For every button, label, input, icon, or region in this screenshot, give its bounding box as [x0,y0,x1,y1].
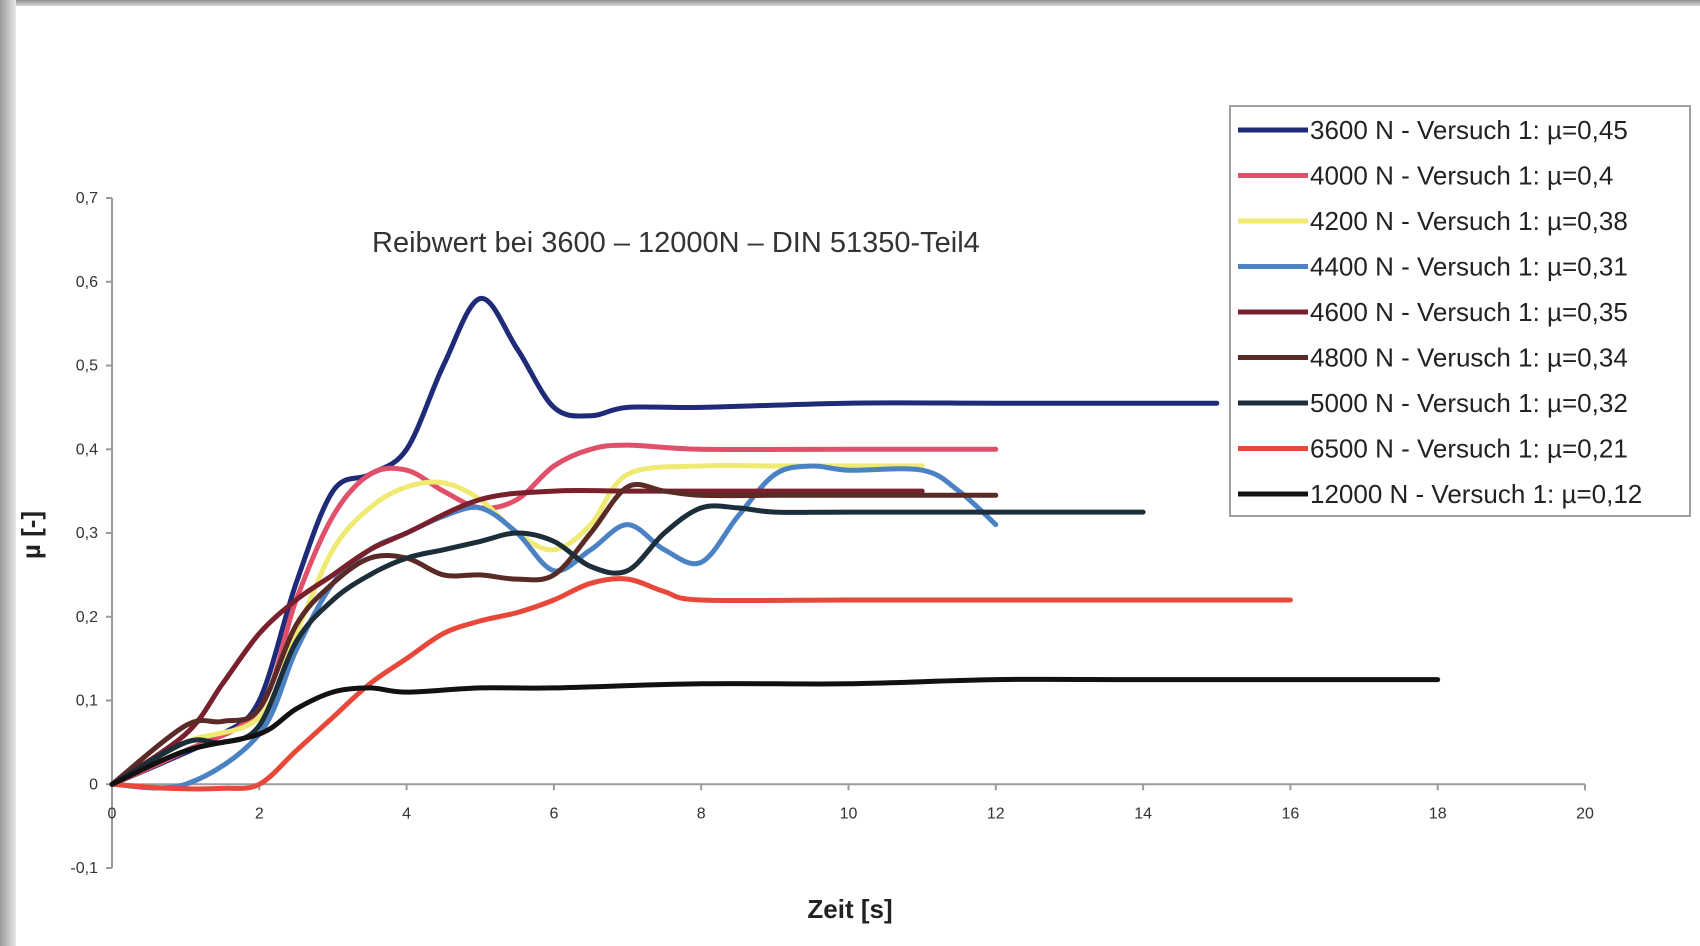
axes: 0,7 0,6 0,5 0,4 0,3 0,2 0,1 0 -0,1 0 2 4 6 8 10 12 14 16 1… [70,190,1594,877]
y-tick-label: 0,5 [76,358,98,375]
x-tick-label: 4 [402,805,411,822]
legend-label: 4400 N - Versuch 1: µ=0,31 [1310,252,1628,282]
legend-label: 4000 N - Versuch 1: µ=0,4 [1310,161,1613,191]
y-axis-title: µ [-] [16,511,46,559]
x-tick-label: 16 [1282,805,1300,822]
y-tick-label: 0,2 [76,609,98,626]
top-border [0,0,1700,6]
x-tick-label: 6 [549,805,558,822]
x-tick-label: 14 [1134,805,1152,822]
y-tick-label: -0,1 [70,860,98,877]
y-tick-label: 0,4 [76,441,98,458]
series-line-1 [109,296,1220,787]
legend-label: 3600 N - Versuch 1: µ=0,45 [1310,115,1628,145]
y-tick-label: 0,6 [76,274,98,291]
legend: 3600 N - Versuch 1: µ=0,45 4000 N - Versu… [1229,105,1691,517]
series-line-8 [109,576,1293,792]
x-tick-label: 0 [108,805,117,822]
x-tick-label: 10 [840,805,858,822]
series-layer [109,296,1441,792]
legend-label: 4800 N - Verusch 1: µ=0,34 [1310,343,1628,373]
legend-label: 5000 N - Versuch 1: µ=0,32 [1310,388,1628,418]
left-border [0,0,16,946]
x-tick-label: 2 [255,805,264,822]
legend-label: 6500 N - Versuch 1: µ=0,21 [1310,434,1628,464]
x-tick-label: 8 [697,805,706,822]
series-line-9 [109,676,1441,787]
series-line-7 [109,503,1146,787]
y-tick-label: 0,7 [76,190,98,207]
series-line-5 [109,487,925,787]
x-tick-label: 20 [1576,805,1594,822]
series-line-6 [109,481,999,787]
x-tick-label: 12 [987,805,1005,822]
legend-label: 4600 N - Versuch 1: µ=0,35 [1310,297,1628,327]
x-tick-label: 18 [1429,805,1447,822]
x-axis-title: Zeit [s] [807,894,892,924]
y-tick-label: 0 [89,776,98,793]
legend-label: 4200 N - Versuch 1: µ=0,38 [1310,206,1628,236]
chart-title: Reibwert bei 3600 – 12000N – DIN 51350-T… [372,227,980,259]
y-tick-label: 0,1 [76,693,98,710]
y-tick-label: 0,3 [76,525,98,542]
legend-label: 12000 N - Versuch 1: µ=0,12 [1310,479,1642,509]
